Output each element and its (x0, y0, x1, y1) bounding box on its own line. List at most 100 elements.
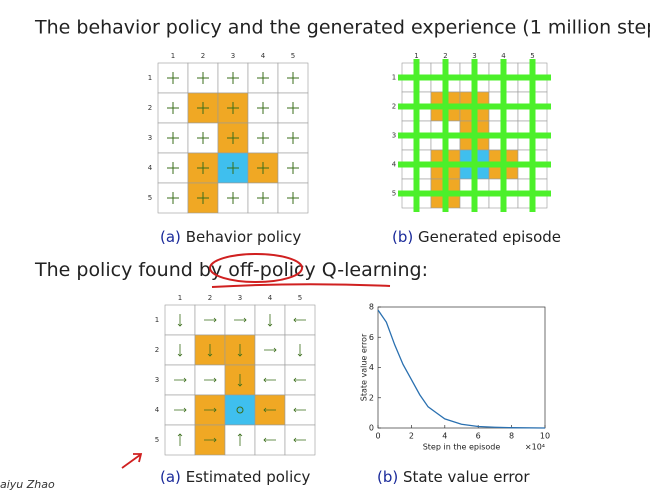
caption-tag: (b) (392, 228, 413, 246)
policy-mark (204, 407, 217, 413)
x-tick-label: 8 (509, 432, 514, 441)
caption-tag: (a) (160, 228, 181, 246)
policy-mark (197, 192, 209, 204)
policy-mark (287, 192, 299, 204)
policy-mark (197, 132, 209, 144)
policy-mark (257, 192, 269, 204)
grid-row-label: 3 (155, 376, 159, 384)
grid-row-label: 3 (148, 134, 152, 142)
policy-mark (237, 374, 243, 387)
grid-cell (284, 424, 316, 456)
policy-mark (293, 317, 306, 323)
y-tick-label: 0 (369, 424, 374, 433)
policy-mark (204, 437, 217, 443)
grid-cell (217, 92, 249, 124)
grid-col-label: 3 (472, 52, 476, 60)
policy-mark (293, 407, 306, 413)
policy-mark (297, 344, 303, 357)
y-tick-label: 6 (369, 333, 374, 342)
grid-col-label: 1 (171, 52, 175, 60)
y-tick-label: 8 (369, 303, 374, 312)
grid-row-label: 1 (148, 74, 152, 82)
line (377, 309, 546, 429)
annotation-arrow (121, 453, 143, 469)
heading: The policy found by off-policy Q-learnin… (34, 259, 428, 281)
grid-row-label: 3 (392, 132, 396, 140)
x-tick-label: 4 (442, 432, 447, 441)
policy-mark (287, 102, 299, 114)
x-multiplier: ×10⁴ (525, 443, 545, 452)
chart: 0 2 4 6 8 10 0 2 4 6 8 ×10⁴ Step in the episode State… (360, 303, 551, 452)
grid-col-label: 4 (261, 52, 266, 60)
policy-mark (257, 132, 269, 144)
y-axis-label: State value error (360, 333, 369, 401)
policy-mark (257, 72, 269, 84)
caption: (b) State value error (377, 468, 530, 486)
policy-mark (207, 344, 213, 357)
policy-mark (257, 102, 269, 114)
x-tick-label: 0 (375, 432, 380, 441)
policy-mark (167, 162, 179, 174)
grid-col-label: 4 (268, 294, 273, 302)
grid-row-label: 5 (148, 194, 152, 202)
policy-mark (237, 433, 243, 446)
policy-mark (257, 162, 269, 174)
policy-mark (174, 377, 187, 383)
policy-mark (177, 314, 183, 327)
grid-col-label: 5 (291, 52, 295, 60)
y-tick-label: 2 (369, 393, 374, 402)
policy-mark (227, 132, 239, 144)
grid-col-label: 4 (501, 52, 506, 60)
grid-col-label: 3 (238, 294, 242, 302)
policy-mark (287, 132, 299, 144)
policy-mark (167, 72, 179, 84)
policy-mark (264, 347, 277, 353)
caption: (b) Generated episode (392, 228, 561, 246)
grid-cell (224, 394, 256, 426)
policy-mark (267, 314, 273, 327)
policy-mark (177, 433, 183, 446)
policy-mark (174, 407, 187, 413)
caption-text: State value error (403, 468, 530, 486)
policy-mark (227, 72, 239, 84)
policy-mark (197, 162, 209, 174)
heading: The behavior policy and the generated ex… (34, 17, 650, 39)
grid-row-label: 4 (148, 164, 153, 172)
grid-col-label: 1 (178, 294, 182, 302)
grid-row-label: 5 (155, 436, 159, 444)
grid-row-label: 2 (155, 346, 159, 354)
policy-mark (263, 377, 276, 383)
policy-mark (227, 162, 239, 174)
policy-mark (197, 72, 209, 84)
policy-mark (287, 72, 299, 84)
grid-cell (277, 92, 309, 124)
policy-mark (204, 317, 217, 323)
grid-row-label: 2 (392, 103, 396, 111)
grid-col-label: 1 (414, 52, 418, 60)
grid-col-label: 5 (530, 52, 534, 60)
annotation-circle (209, 253, 303, 283)
policy-mark (167, 132, 179, 144)
x-axis-label: Step in the episode (423, 443, 501, 452)
grids: 1 1 2 2 3 3 4 4 5 5 1 1 2 2 3 3 4 4 5 5 1 1 2 2 3 3 4 4 5 5 (144, 49, 551, 459)
grid-row-label: 5 (392, 190, 396, 198)
heading-part: Q-learning: (316, 259, 428, 281)
policy-mark (167, 102, 179, 114)
grid-row-label: 1 (155, 316, 159, 324)
policy-mark (287, 162, 299, 174)
x-tick-label: 6 (476, 432, 481, 441)
policy-mark (227, 192, 239, 204)
heading-part: The policy found by (34, 259, 228, 281)
caption-tag: (b) (377, 468, 398, 486)
policy-mark (177, 344, 183, 357)
policy-mark (293, 377, 306, 383)
grid-row-label: 4 (155, 406, 160, 414)
grid-col-label: 5 (298, 294, 302, 302)
plot-area (377, 306, 546, 429)
policy-mark (234, 317, 247, 323)
author: aiyu Zhao (0, 478, 55, 491)
grid-row-label: 4 (392, 161, 397, 169)
grid-col-label: 2 (443, 52, 447, 60)
policy-mark (237, 344, 243, 357)
caption-tag: (a) (160, 468, 181, 486)
